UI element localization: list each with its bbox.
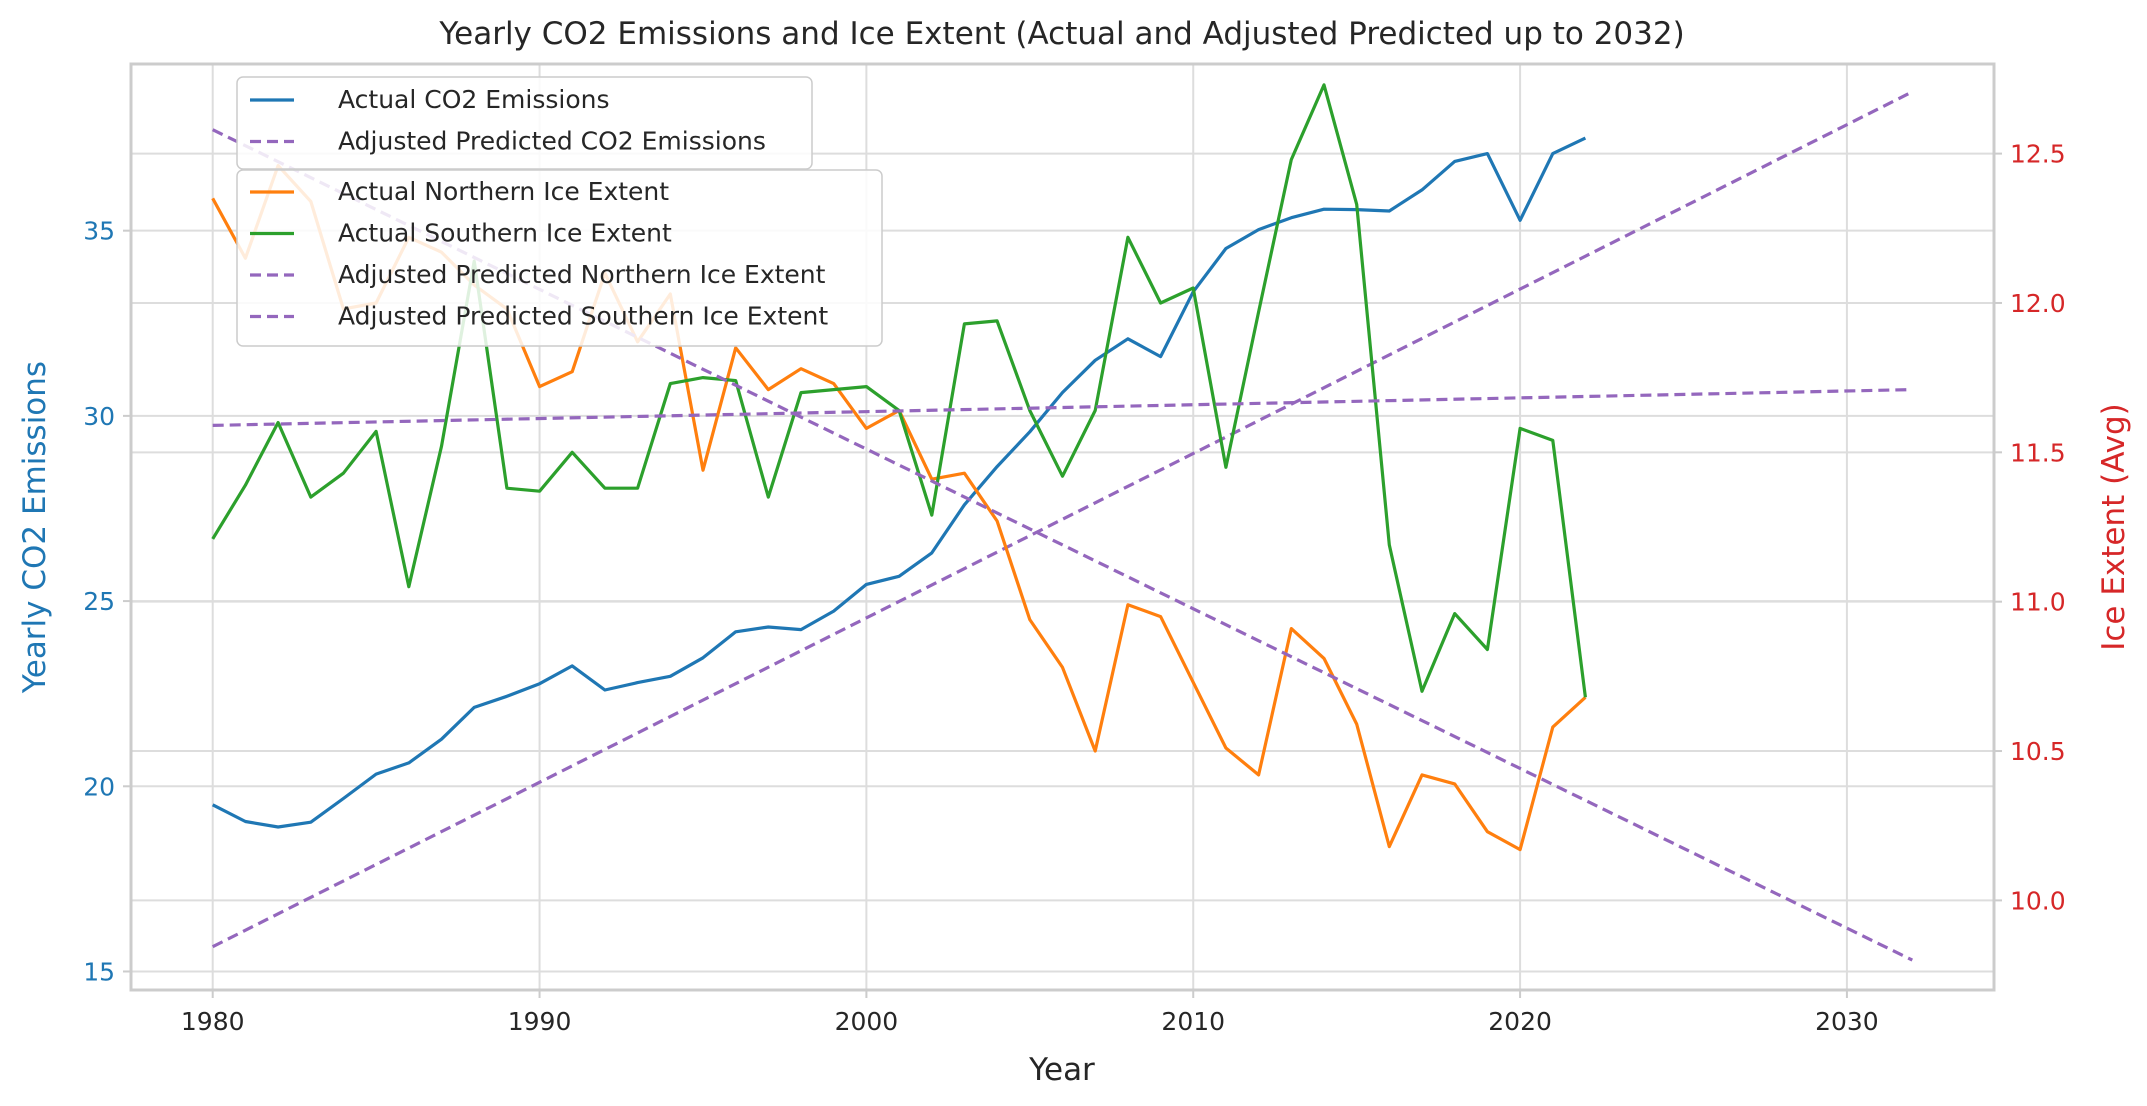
left-tick-label: 20 bbox=[83, 772, 115, 801]
legend-label: Actual CO2 Emissions bbox=[338, 85, 610, 114]
left-tick-label: 35 bbox=[83, 217, 115, 246]
x-tick-label: 1990 bbox=[508, 1007, 572, 1036]
x-tick-label: 2000 bbox=[835, 1007, 899, 1036]
x-tick-label: 2020 bbox=[1488, 1007, 1552, 1036]
legend-co2-box bbox=[236, 76, 813, 170]
legend-co2: Actual CO2 Emissions Adjusted Predicted C… bbox=[236, 76, 813, 170]
legend-label: Actual Southern Ice Extent bbox=[338, 219, 672, 248]
right-y-axis-label: Ice Extent (Avg) bbox=[2096, 403, 2132, 651]
right-tick-label: 12.5 bbox=[2010, 140, 2066, 169]
right-tick-label: 12.0 bbox=[2010, 289, 2066, 318]
x-tick-label: 2030 bbox=[1815, 1007, 1879, 1036]
chart-title: Yearly CO2 Emissions and Ice Extent (Act… bbox=[438, 16, 1684, 52]
series-line-5 bbox=[212, 388, 1913, 427]
right-y-ticks: 10.0 10.5 11.0 11.5 12.0 12.5 bbox=[1994, 140, 2066, 915]
right-tick-label: 10.5 bbox=[2010, 737, 2066, 766]
plot-frame bbox=[129, 62, 1996, 992]
right-tick-label: 11.0 bbox=[2010, 588, 2066, 617]
legend-ice: Actual Northern Ice Extent Actual Souther… bbox=[236, 169, 883, 347]
right-tick-label: 11.5 bbox=[2010, 438, 2066, 467]
legend-label: Adjusted Predicted CO2 Emissions bbox=[338, 127, 766, 156]
left-tick-label: 15 bbox=[83, 957, 115, 986]
left-y-axis-label: Yearly CO2 Emissions bbox=[17, 361, 53, 694]
left-tick-label: 25 bbox=[83, 587, 115, 616]
legend-label: Adjusted Predicted Northern Ice Extent bbox=[338, 260, 826, 289]
x-tick-label: 1980 bbox=[181, 1007, 245, 1036]
x-axis-label: Year bbox=[1028, 1052, 1095, 1088]
left-tick-label: 30 bbox=[83, 402, 115, 431]
legend-ice-box bbox=[236, 169, 883, 347]
x-tick-label: 2010 bbox=[1161, 1007, 1225, 1036]
x-ticks: 1980 1990 2000 2010 2020 2030 bbox=[181, 990, 1879, 1036]
series-line-1 bbox=[211, 90, 1914, 949]
right-tick-label: 10.0 bbox=[2010, 886, 2066, 915]
legend-label: Actual Northern Ice Extent bbox=[338, 177, 669, 206]
legend-label: Adjusted Predicted Southern Ice Extent bbox=[338, 302, 828, 331]
left-y-ticks: 15 20 25 30 35 bbox=[83, 217, 131, 986]
